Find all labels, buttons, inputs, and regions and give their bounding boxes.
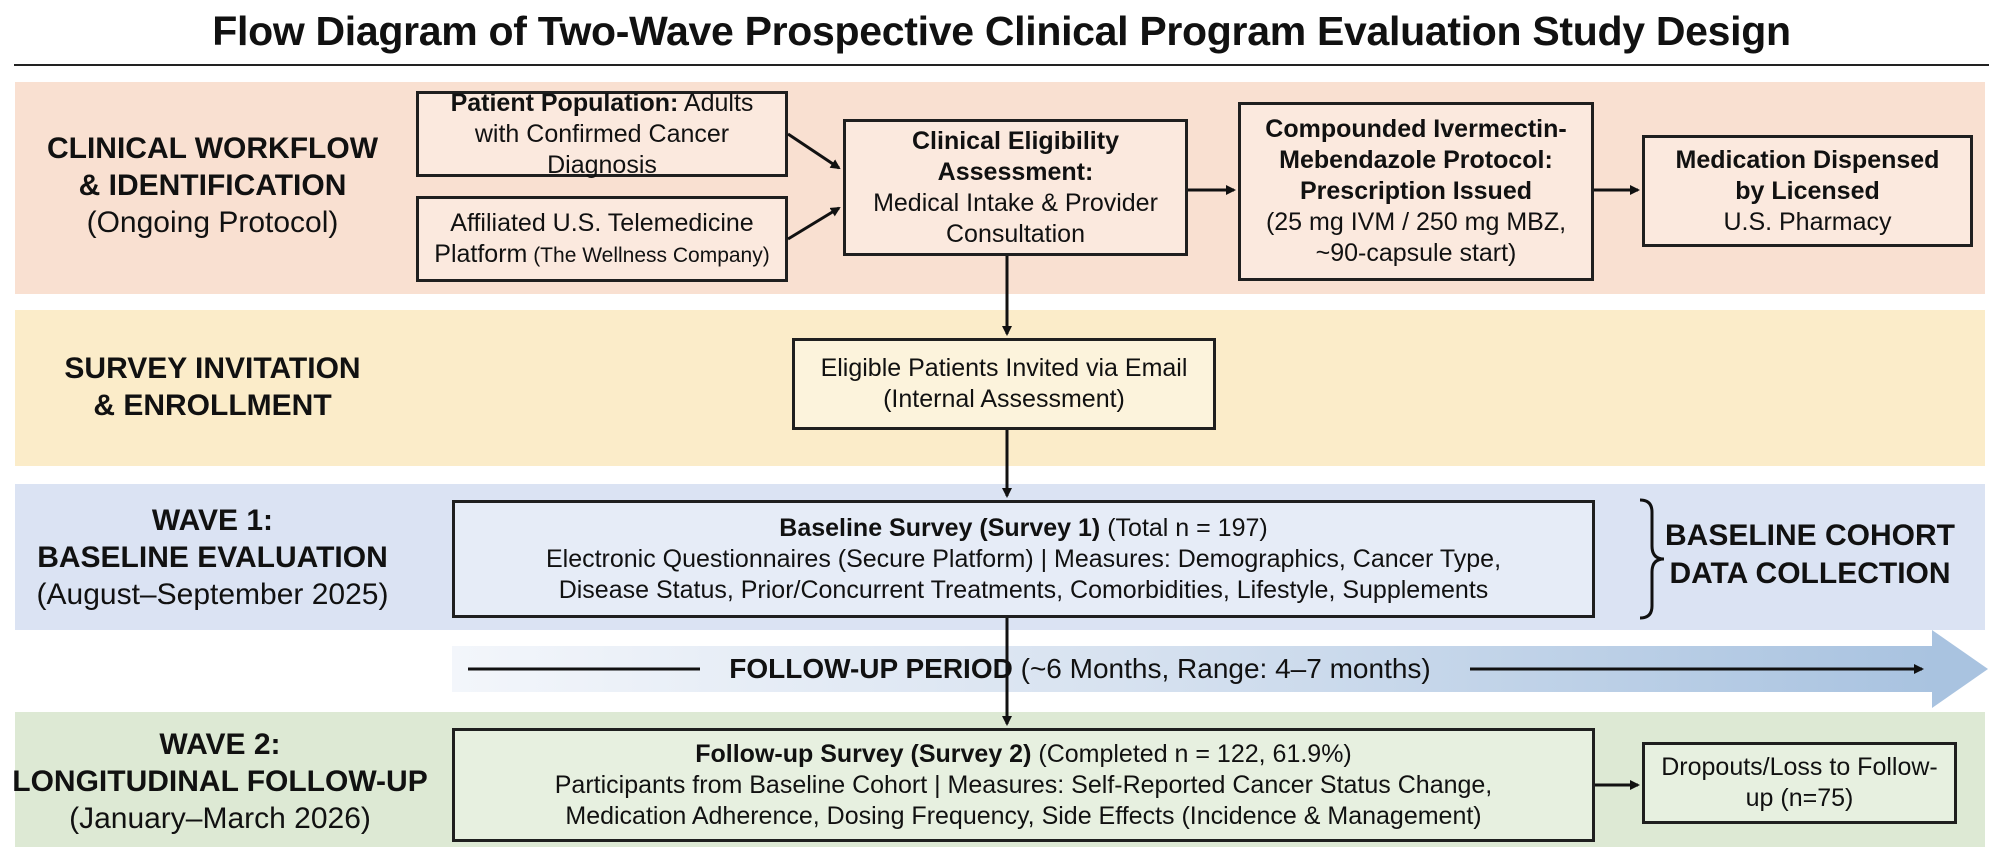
box-baseline-survey: Baseline Survey (Survey 1) (Total n = 19…: [452, 500, 1595, 618]
box-line: Prescription Issued: [1299, 177, 1533, 205]
follow-up-range: (~6 Months, Range: 4–7 months): [1012, 653, 1431, 684]
stage-label-wave2: WAVE 2: LONGITUDINAL FOLLOW-UP (January–…: [10, 726, 430, 837]
stage-title-line: SURVEY INVITATION: [64, 352, 361, 385]
box-line: Compounded Ivermectin-: [1265, 115, 1567, 143]
box-line: up (n=75): [1745, 784, 1854, 812]
box-line: U.S. Pharmacy: [1723, 207, 1892, 236]
stage-title-line: WAVE 1:: [151, 504, 274, 537]
box-telemedicine-platform: Affiliated U.S. Telemedicine Platform (T…: [416, 196, 788, 282]
box-text: (Total n = 197): [1100, 513, 1268, 542]
box-text: (Completed n = 122, 61.9%): [1031, 739, 1352, 768]
baseline-cohort-brace: [1639, 498, 1665, 620]
box-text: Adults: [678, 88, 754, 117]
baseline-cohort-label: BASELINE COHORT DATA COLLECTION: [1650, 517, 1970, 593]
stage-subtitle: (January–March 2026): [69, 802, 371, 835]
arrow-population-to-eligibility: [787, 132, 841, 170]
cohort-label-line: BASELINE COHORT: [1664, 519, 1955, 552]
box-line: with Confirmed Cancer Diagnosis: [474, 119, 730, 179]
box-line: Medication Adherence, Dosing Frequency, …: [565, 801, 1482, 830]
box-patient-population: Patient Population: Adults with Confirme…: [416, 88, 788, 179]
box-line: Follow-up Survey (Survey 2) (Completed n…: [695, 739, 1352, 770]
stage-title-line: & ENROLLMENT: [93, 389, 332, 422]
follow-up-bold: FOLLOW-UP PERIOD: [729, 653, 1013, 684]
box-line: Patient Population: Adults: [451, 88, 754, 119]
box-medication-dispensed: Medication Dispensed by Licensed U.S. Ph…: [1642, 135, 1973, 247]
box-line: Platform (The Wellness Company): [434, 239, 769, 271]
stage-title-line: WAVE 2:: [159, 728, 281, 761]
stage-title-line: & IDENTIFICATION: [78, 169, 347, 202]
box-bold-text: Baseline Survey (Survey 1): [779, 513, 1101, 542]
stage-title-line: LONGITUDINAL FOLLOW-UP: [12, 765, 428, 798]
box-line: (25 mg IVM / 250 mg MBZ,: [1265, 208, 1567, 236]
box-text: Platform: [434, 239, 528, 268]
stage-label-clinical: CLINICAL WORKFLOW & IDENTIFICATION (Ongo…: [20, 130, 405, 241]
follow-up-period-label: FOLLOW-UP PERIOD (~6 Months, Range: 4–7 …: [690, 650, 1470, 688]
diagram-title: Flow Diagram of Two-Wave Prospective Cli…: [212, 8, 1791, 54]
box-dropouts: Dropouts/Loss to Follow- up (n=75): [1642, 742, 1957, 824]
stage-subtitle: (August–September 2025): [36, 578, 389, 611]
box-line: Assessment:: [937, 157, 1094, 186]
box-line: by Licensed: [1735, 176, 1880, 205]
stage-label-survey: SURVEY INVITATION & ENROLLMENT: [20, 350, 405, 424]
box-line: Medical Intake & Provider: [873, 188, 1158, 217]
box-line: Medication Dispensed: [1675, 145, 1940, 174]
box-line: Eligible Patients Invited via Email: [820, 354, 1188, 382]
box-line: Participants from Baseline Cohort | Meas…: [554, 770, 1493, 799]
box-ivm-mbz-protocol: Compounded Ivermectin- Mebendazole Proto…: [1238, 102, 1594, 281]
box-line: Disease Status, Prior/Concurrent Treatme…: [558, 575, 1489, 604]
box-follow-up-survey: Follow-up Survey (Survey 2) (Completed n…: [452, 728, 1595, 842]
arrow-telemedicine-to-eligibility: [787, 206, 841, 241]
box-line: Affiliated U.S. Telemedicine: [450, 208, 754, 237]
box-line: (Internal Assessment): [883, 385, 1125, 413]
box-small-text: (The Wellness Company): [527, 243, 770, 267]
box-bold-text: Patient Population:: [450, 88, 679, 117]
cohort-label-line: DATA COLLECTION: [1669, 557, 1951, 590]
box-eligible-patients-invited: Eligible Patients Invited via Email (Int…: [792, 338, 1216, 430]
title-divider: [14, 64, 1989, 66]
box-line: Baseline Survey (Survey 1) (Total n = 19…: [779, 513, 1267, 544]
box-line: Consultation: [946, 219, 1085, 248]
box-bold-text: Follow-up Survey (Survey 2): [695, 739, 1032, 768]
box-line: Electronic Questionnaires (Secure Platfo…: [545, 544, 1502, 573]
box-line: ~90-capsule start): [1315, 239, 1517, 267]
box-line: Dropouts/Loss to Follow-: [1661, 753, 1938, 781]
stage-label-wave1: WAVE 1: BASELINE EVALUATION (August–Sept…: [20, 502, 405, 613]
box-line: Mebendazole Protocol:: [1279, 146, 1553, 174]
stage-subtitle: (Ongoing Protocol): [86, 206, 339, 239]
box-clinical-eligibility: Clinical Eligibility Assessment: Medical…: [843, 119, 1188, 256]
box-line: Clinical Eligibility: [912, 126, 1119, 155]
stage-title-line: BASELINE EVALUATION: [37, 541, 388, 574]
stage-title-line: CLINICAL WORKFLOW: [46, 132, 379, 165]
